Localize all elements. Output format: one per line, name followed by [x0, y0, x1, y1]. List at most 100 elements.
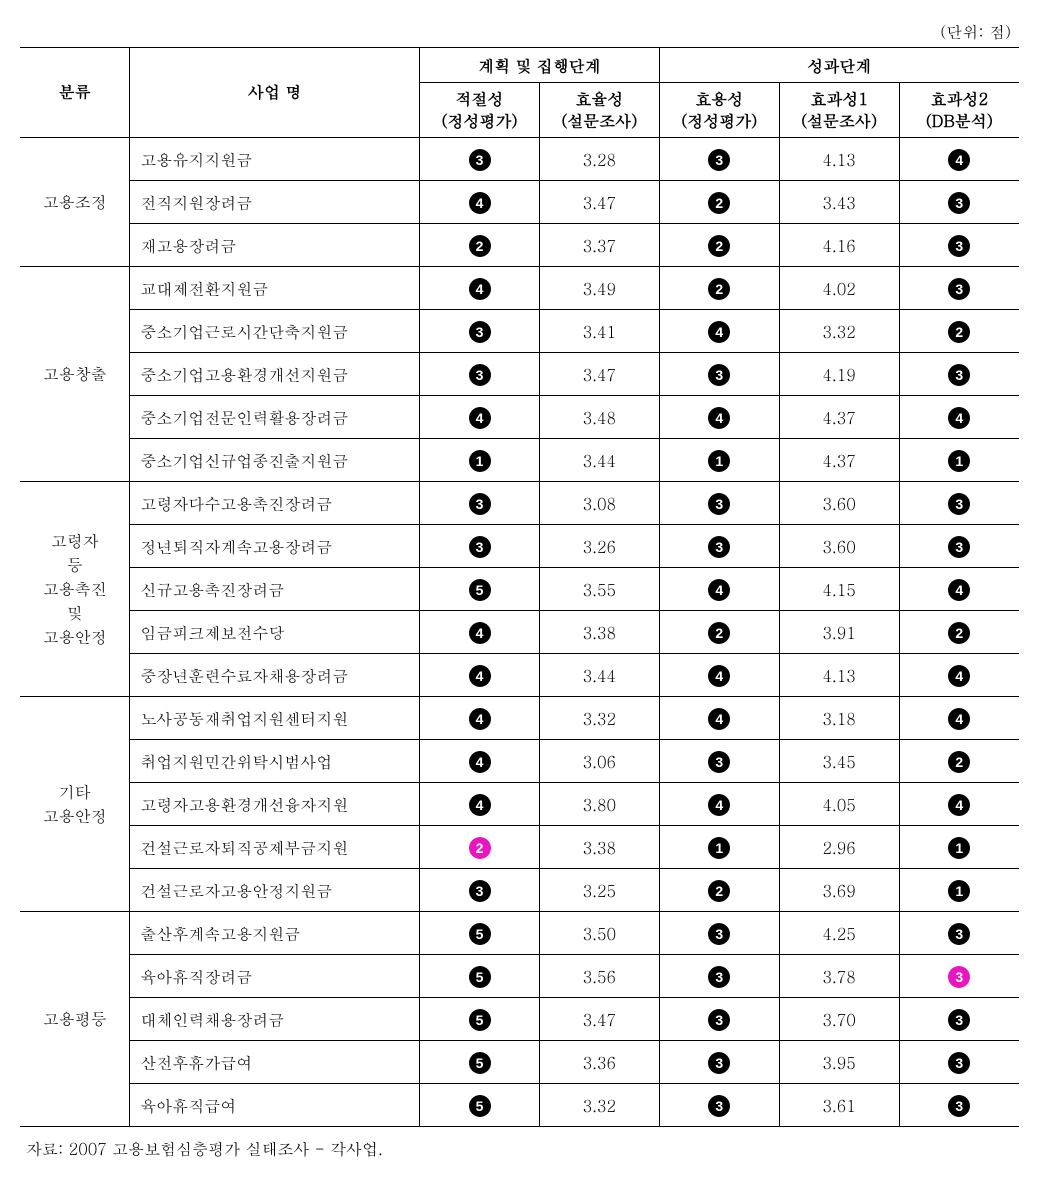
- score-value: 3.32: [539, 1084, 659, 1127]
- score-badge: 2: [708, 192, 730, 214]
- header-group-plan: 계획 및 집행단계: [420, 48, 660, 83]
- score-badge: 3: [469, 149, 491, 171]
- score-badge-cell: 5: [420, 1041, 540, 1084]
- score-badge-cell: 4: [899, 138, 1019, 181]
- score-value: 3.47: [539, 353, 659, 396]
- score-value: 4.13: [779, 138, 899, 181]
- score-badge: 4: [708, 407, 730, 429]
- score-badge-cell: 4: [420, 396, 540, 439]
- score-badge-cell: 4: [420, 654, 540, 697]
- score-badge-cell: 3: [899, 998, 1019, 1041]
- score-badge-cell: 3: [899, 224, 1019, 267]
- category-cell: 고용조정: [20, 138, 130, 267]
- program-name: 육아휴직장려금: [130, 955, 420, 998]
- score-badge-cell: 3: [659, 482, 779, 525]
- score-badge: 4: [708, 579, 730, 601]
- score-badge-cell: 3: [899, 955, 1019, 998]
- program-name: 중소기업고용환경개선지원금: [130, 353, 420, 396]
- score-badge: 1: [948, 880, 970, 902]
- score-badge: 5: [469, 1052, 491, 1074]
- score-badge: 3: [469, 493, 491, 515]
- score-badge-cell: 2: [899, 310, 1019, 353]
- program-name: 중장년훈련수료자채용장려금: [130, 654, 420, 697]
- program-name: 정년퇴직자계속고용장려금: [130, 525, 420, 568]
- score-value: 3.48: [539, 396, 659, 439]
- program-name: 교대제전환지원금: [130, 267, 420, 310]
- score-value: 4.25: [779, 912, 899, 955]
- score-value: 3.44: [539, 439, 659, 482]
- score-badge: 3: [708, 493, 730, 515]
- score-badge: 4: [469, 192, 491, 214]
- program-name: 대체인력채용장려금: [130, 998, 420, 1041]
- score-badge-cell: 4: [899, 568, 1019, 611]
- header-category: 분류: [20, 48, 130, 138]
- score-badge-cell: 5: [420, 568, 540, 611]
- category-cell: 고용창출: [20, 267, 130, 482]
- header-col3: 효용성(정성평가): [659, 83, 779, 138]
- score-value: 3.55: [539, 568, 659, 611]
- score-value: 4.13: [779, 654, 899, 697]
- score-badge: 4: [469, 708, 491, 730]
- score-badge: 3: [948, 1095, 970, 1117]
- score-badge: 2: [708, 880, 730, 902]
- unit-note: (단위: 점): [20, 20, 1019, 43]
- score-badge: 5: [469, 1095, 491, 1117]
- score-badge: 4: [948, 794, 970, 816]
- score-badge-cell: 4: [659, 697, 779, 740]
- score-value: 3.06: [539, 740, 659, 783]
- score-badge: 3: [948, 966, 970, 988]
- score-badge-cell: 3: [659, 1041, 779, 1084]
- score-badge-cell: 4: [899, 654, 1019, 697]
- score-badge-cell: 1: [659, 439, 779, 482]
- program-name: 육아휴직급여: [130, 1084, 420, 1127]
- score-badge: 3: [948, 493, 970, 515]
- program-name: 고령자다수고용촉진장려금: [130, 482, 420, 525]
- score-value: 3.45: [779, 740, 899, 783]
- score-badge: 4: [708, 665, 730, 687]
- score-value: 3.41: [539, 310, 659, 353]
- score-value: 3.70: [779, 998, 899, 1041]
- score-value: 3.43: [779, 181, 899, 224]
- score-value: 3.28: [539, 138, 659, 181]
- score-badge-cell: 3: [420, 869, 540, 912]
- score-badge-cell: 3: [420, 310, 540, 353]
- score-badge-cell: 3: [659, 912, 779, 955]
- score-badge: 3: [708, 1095, 730, 1117]
- score-value: 4.02: [779, 267, 899, 310]
- score-badge-cell: 2: [659, 181, 779, 224]
- score-badge: 3: [948, 1052, 970, 1074]
- score-badge-cell: 3: [420, 482, 540, 525]
- score-badge: 3: [948, 235, 970, 257]
- score-badge-cell: 3: [659, 740, 779, 783]
- score-badge: 4: [948, 579, 970, 601]
- score-badge-cell: 5: [420, 998, 540, 1041]
- score-badge: 2: [469, 235, 491, 257]
- score-badge: 4: [469, 665, 491, 687]
- category-cell: 기타고용안정: [20, 697, 130, 912]
- score-badge-cell: 3: [899, 912, 1019, 955]
- score-value: 3.78: [779, 955, 899, 998]
- score-badge-cell: 1: [899, 439, 1019, 482]
- score-badge: 3: [469, 880, 491, 902]
- score-badge: 3: [708, 923, 730, 945]
- score-badge: 4: [708, 794, 730, 816]
- score-badge-cell: 4: [420, 611, 540, 654]
- evaluation-table: 분류 사업 명 계획 및 집행단계 성과단계 적절성(정성평가) 효율성(설문조…: [20, 47, 1019, 1127]
- header-col5: 효과성2(DB분석): [899, 83, 1019, 138]
- score-badge: 3: [708, 751, 730, 773]
- score-badge: 5: [469, 579, 491, 601]
- score-badge-cell: 2: [659, 224, 779, 267]
- score-badge: 4: [469, 751, 491, 773]
- score-badge-cell: 2: [899, 611, 1019, 654]
- score-value: 4.19: [779, 353, 899, 396]
- score-badge: 3: [948, 1009, 970, 1031]
- score-badge: 3: [948, 192, 970, 214]
- score-badge-cell: 4: [659, 568, 779, 611]
- score-value: 3.61: [779, 1084, 899, 1127]
- score-badge: 1: [469, 450, 491, 472]
- score-badge-cell: 3: [420, 138, 540, 181]
- score-value: 3.50: [539, 912, 659, 955]
- score-badge-cell: 3: [899, 267, 1019, 310]
- score-badge: 2: [708, 622, 730, 644]
- score-badge-cell: 4: [420, 783, 540, 826]
